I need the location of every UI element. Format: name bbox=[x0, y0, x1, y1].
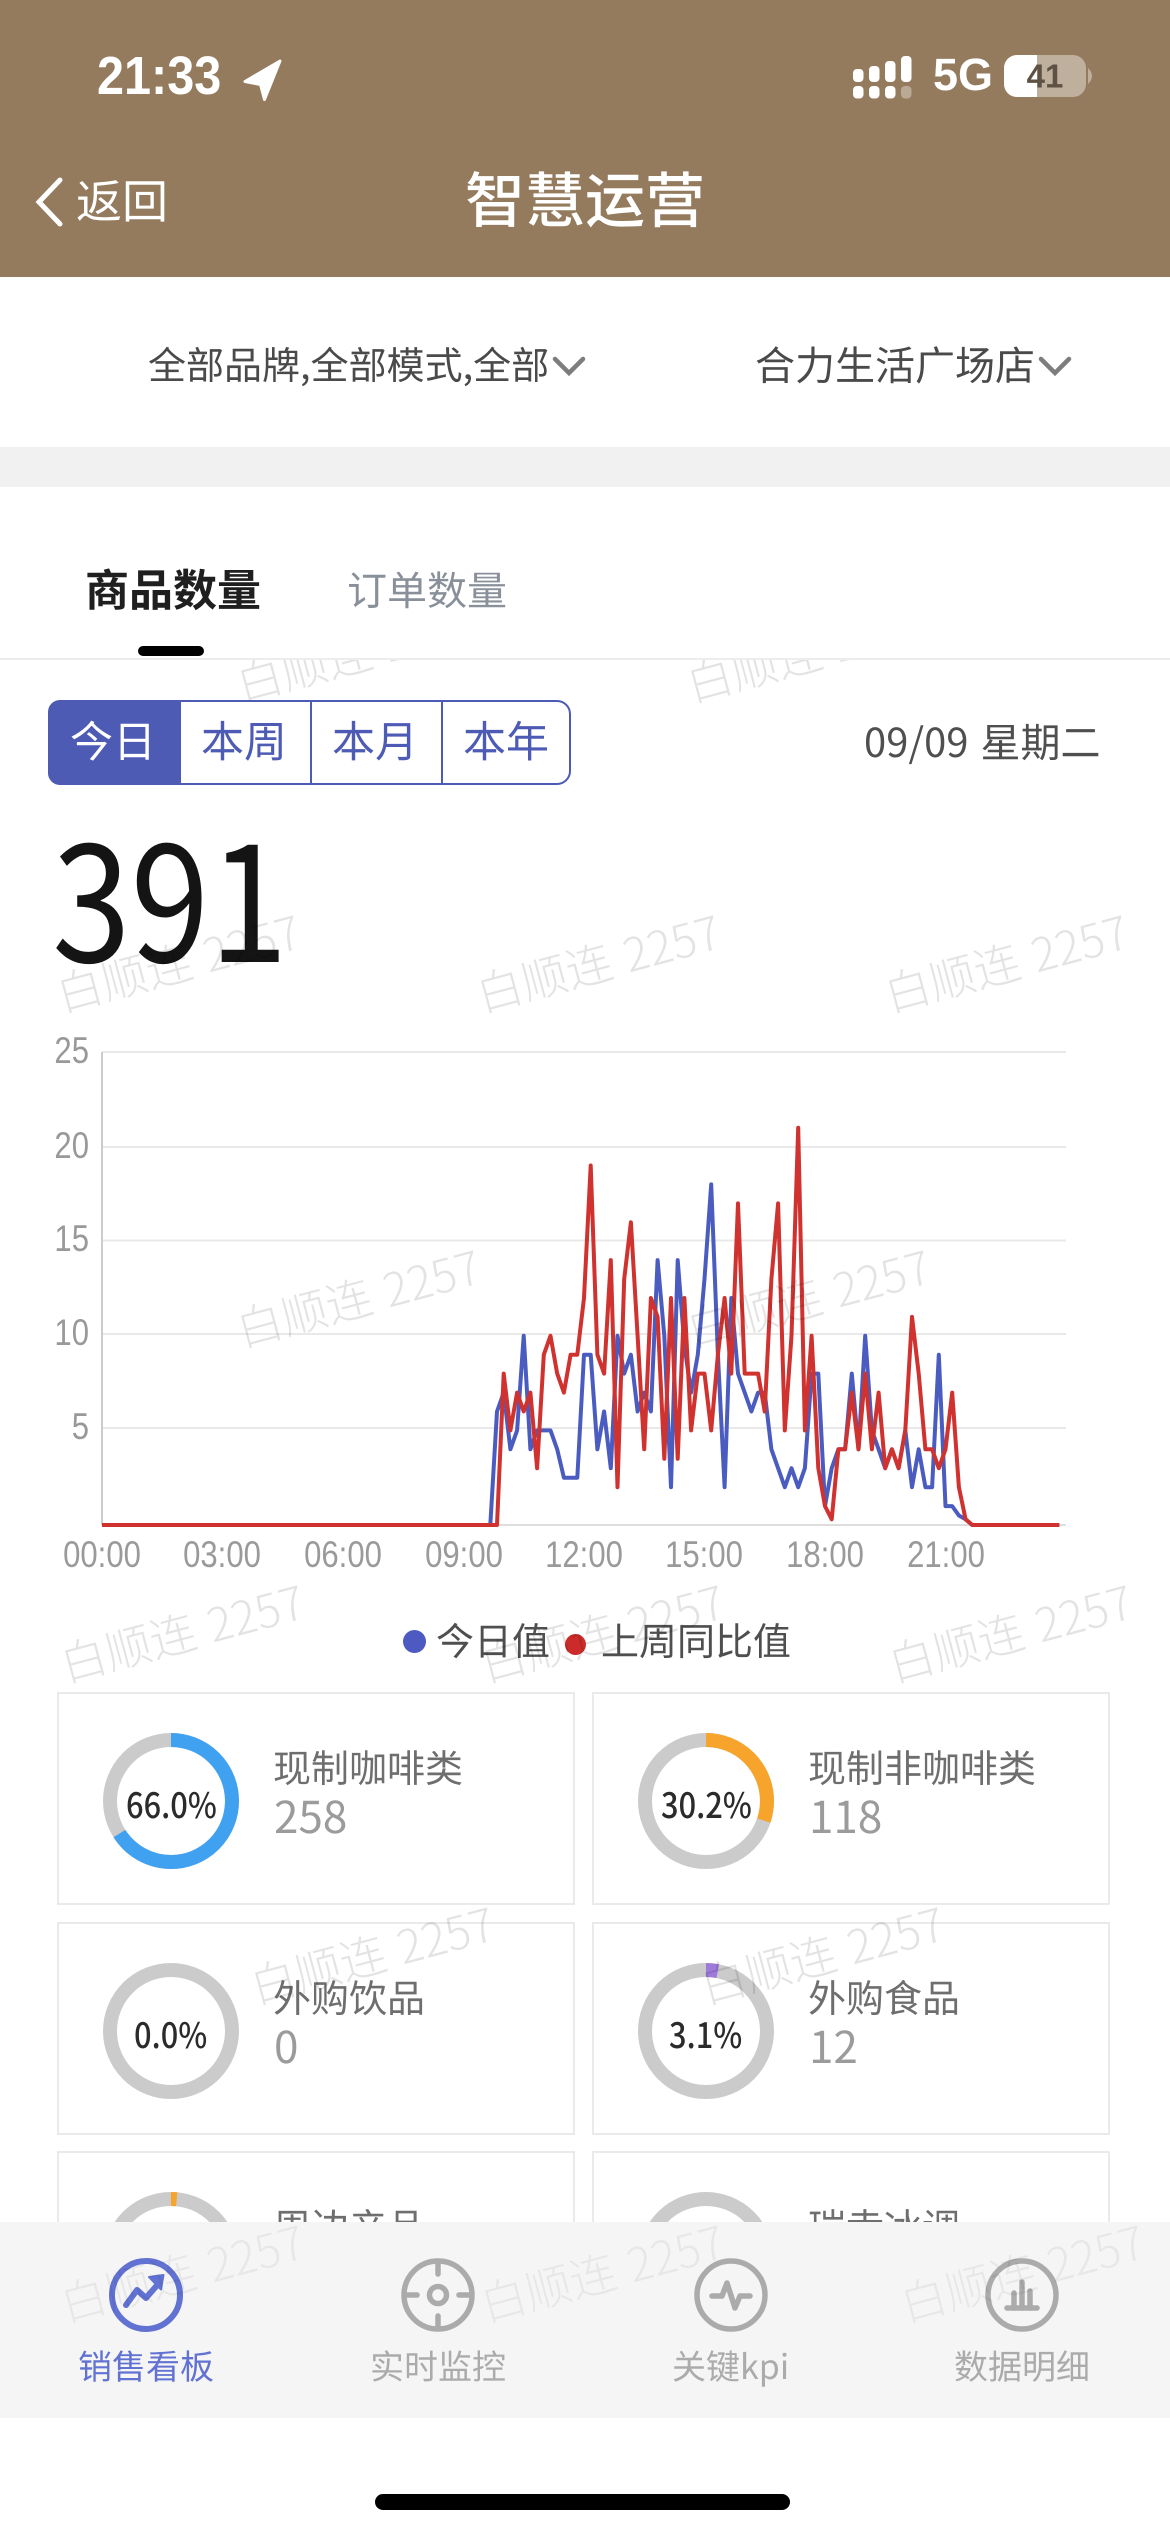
svg-text:41: 41 bbox=[1027, 58, 1064, 95]
